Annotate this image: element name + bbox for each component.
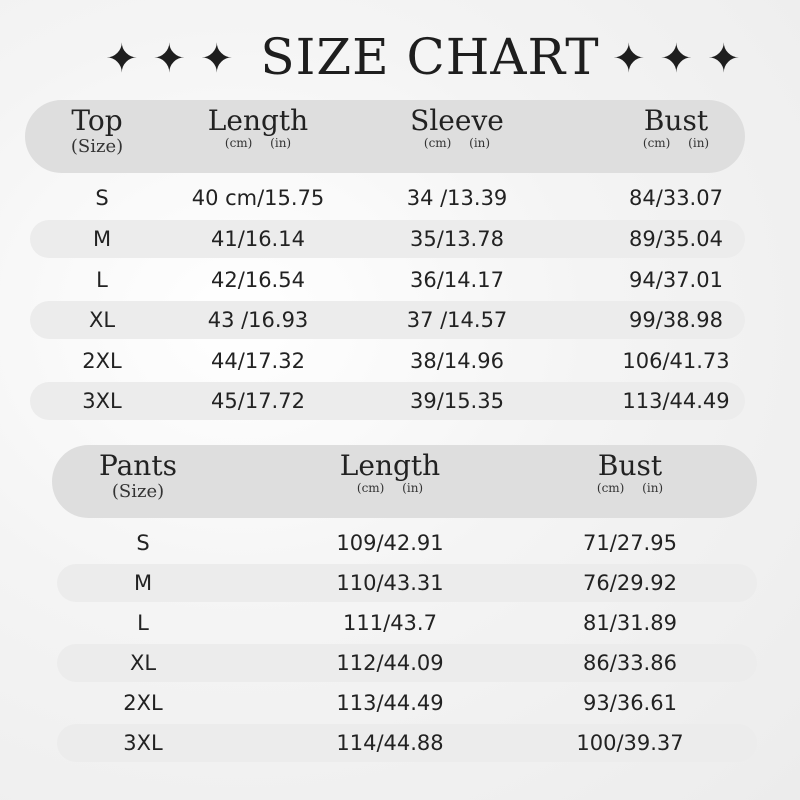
measurement-cell: 45/17.72 <box>211 389 305 413</box>
measurement-cell: 110/43.31 <box>336 571 444 595</box>
top-header-top: Top (Size) <box>70 104 124 158</box>
unit-label: (cm) (in) <box>423 136 491 150</box>
measurement-cell: 37 /14.57 <box>406 308 508 332</box>
measurement-cell: 76/29.92 <box>583 571 677 595</box>
measurement-cell: 106/41.73 <box>622 349 730 373</box>
unit-label: (cm) (in) <box>642 136 710 150</box>
stars-right-decoration: ✦✦✦ <box>612 36 755 82</box>
pants-header-length: Length (cm) (in) <box>339 449 441 496</box>
top-header-bar <box>25 100 745 173</box>
measurement-cell: 93/36.61 <box>583 691 677 715</box>
pants-header-bar <box>52 445 757 518</box>
page-title: SIZE CHART <box>260 28 600 86</box>
size-cell: S <box>95 186 109 210</box>
measurement-cell: 113/44.49 <box>622 389 730 413</box>
measurement-cell: 34 /13.39 <box>406 186 508 210</box>
top-header-bust: Bust (cm) (in) <box>642 104 710 151</box>
size-cell: 3XL <box>82 389 122 413</box>
measurement-cell: 113/44.49 <box>336 691 444 715</box>
column-label: Length <box>339 449 441 482</box>
top-row-stripe <box>30 220 745 258</box>
top-header-length: Length (cm) (in) <box>207 104 309 151</box>
measurement-cell: 86/33.86 <box>583 651 677 675</box>
size-cell: 2XL <box>123 691 163 715</box>
column-label: Top <box>71 104 123 137</box>
measurement-cell: 81/31.89 <box>583 611 677 635</box>
top-header-sleeve: Sleeve (cm) (in) <box>410 104 504 151</box>
measurement-cell: 42/16.54 <box>211 268 305 292</box>
measurement-cell: 71/27.95 <box>583 531 677 555</box>
top-row-stripe <box>30 301 745 339</box>
measurement-cell: 40 cm/15.75 <box>191 186 325 210</box>
column-label: Sleeve <box>410 104 504 137</box>
size-cell: XL <box>129 651 157 675</box>
measurement-cell: 114/44.88 <box>336 731 444 755</box>
measurement-cell: 89/35.04 <box>629 227 723 251</box>
unit-label: (cm) (in) <box>596 481 664 495</box>
size-cell: S <box>136 531 150 555</box>
measurement-cell: 35/13.78 <box>410 227 504 251</box>
measurement-cell: 41/16.14 <box>211 227 305 251</box>
unit-label: (cm) (in) <box>356 481 424 495</box>
measurement-cell: 94/37.01 <box>629 268 723 292</box>
measurement-cell: 109/42.91 <box>336 531 444 555</box>
measurement-cell: 111/43.7 <box>343 611 437 635</box>
pants-header-bust: Bust (cm) (in) <box>596 449 664 496</box>
pants-header-pants: Pants (Size) <box>99 449 177 503</box>
measurement-cell: 84/33.07 <box>629 186 723 210</box>
stars-left-decoration: ✦✦✦ <box>105 36 248 82</box>
pants-row-stripe <box>57 564 757 602</box>
size-cell: XL <box>88 308 116 332</box>
size-cell: 3XL <box>123 731 163 755</box>
size-cell: M <box>92 227 112 251</box>
size-cell: L <box>137 611 149 635</box>
unit-label: (cm) (in) <box>224 136 292 150</box>
measurement-cell: 38/14.96 <box>410 349 504 373</box>
measurement-cell: 36/14.17 <box>410 268 504 292</box>
column-label: Bust <box>597 449 663 482</box>
column-label: Pants <box>99 449 177 482</box>
measurement-cell: 43 /16.93 <box>207 308 309 332</box>
column-label: Bust <box>643 104 709 137</box>
size-cell: L <box>96 268 108 292</box>
size-cell: 2XL <box>82 349 122 373</box>
measurement-cell: 44/17.32 <box>211 349 305 373</box>
column-label: Length <box>207 104 309 137</box>
unit-label: (Size) <box>111 481 165 502</box>
pants-row-stripe <box>57 724 757 762</box>
unit-label: (Size) <box>70 136 124 157</box>
top-row-stripe <box>30 382 745 420</box>
size-cell: M <box>133 571 153 595</box>
measurement-cell: 112/44.09 <box>336 651 444 675</box>
measurement-cell: 100/39.37 <box>576 731 684 755</box>
measurement-cell: 99/38.98 <box>629 308 723 332</box>
pants-row-stripe <box>57 644 757 682</box>
measurement-cell: 39/15.35 <box>410 389 504 413</box>
